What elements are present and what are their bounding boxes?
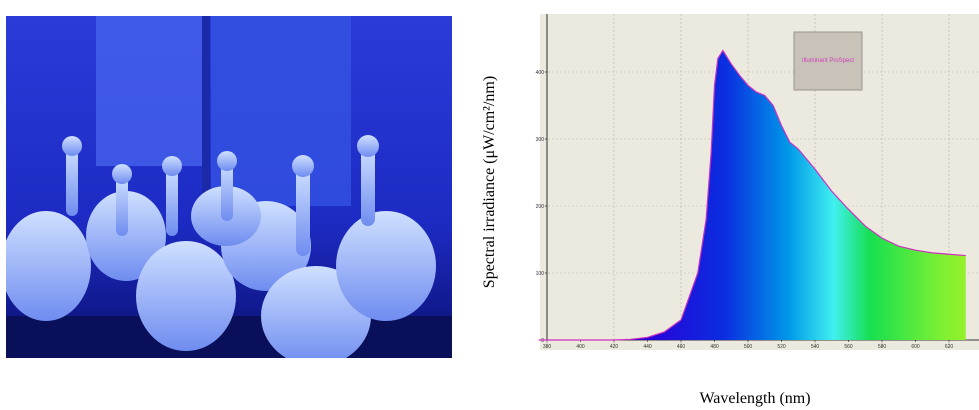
x-tick-label-480: 480 [710, 344, 719, 350]
legend-box: Illuminant ProSpect [793, 31, 863, 91]
x-axis-title: Wavelength (nm) [699, 390, 810, 407]
x-tick-label-520: 520 [777, 344, 786, 350]
x-tick-label-620: 620 [945, 344, 954, 350]
x-tick-label-540: 540 [811, 344, 820, 350]
y-tick-label-100: 100 [536, 271, 545, 277]
series-spectrum [538, 49, 966, 341]
x-tick-label-380: 380 [543, 344, 552, 350]
spectrum-chart: 380 400 420 440 460 480 500 520 540 560 580 600 620 0… [481, 14, 979, 407]
wall-window-right [211, 16, 351, 206]
x-tick-label-440: 440 [643, 344, 652, 350]
legend-box-label: Illuminant ProSpect [802, 58, 854, 64]
x-tick-label-580: 580 [878, 344, 887, 350]
series-line [538, 49, 966, 341]
y-axis-title: Spectral irradiance (μW/cm²/nm) [481, 76, 498, 288]
goose-photo-image [1, 16, 452, 366]
y-tick-label-300: 300 [536, 137, 545, 143]
y-tick-label-200: 200 [536, 204, 545, 210]
x-tick-label-560: 560 [844, 344, 853, 350]
x-tick-label-400: 400 [576, 344, 585, 350]
series-area [538, 50, 966, 341]
legend-box-frame [793, 31, 863, 91]
goose-photo [1, 16, 452, 366]
window-frame [202, 16, 210, 196]
y-tick-label-0: 0 [541, 338, 544, 344]
wall-window-left [96, 16, 206, 166]
x-tick-label-460: 460 [677, 344, 686, 350]
x-tick-label-420: 420 [610, 344, 619, 350]
goose-flock [1, 135, 436, 366]
x-tick-label-600: 600 [911, 344, 920, 350]
x-tick-label-500: 500 [744, 344, 753, 350]
y-tick-label-400: 400 [536, 70, 545, 76]
